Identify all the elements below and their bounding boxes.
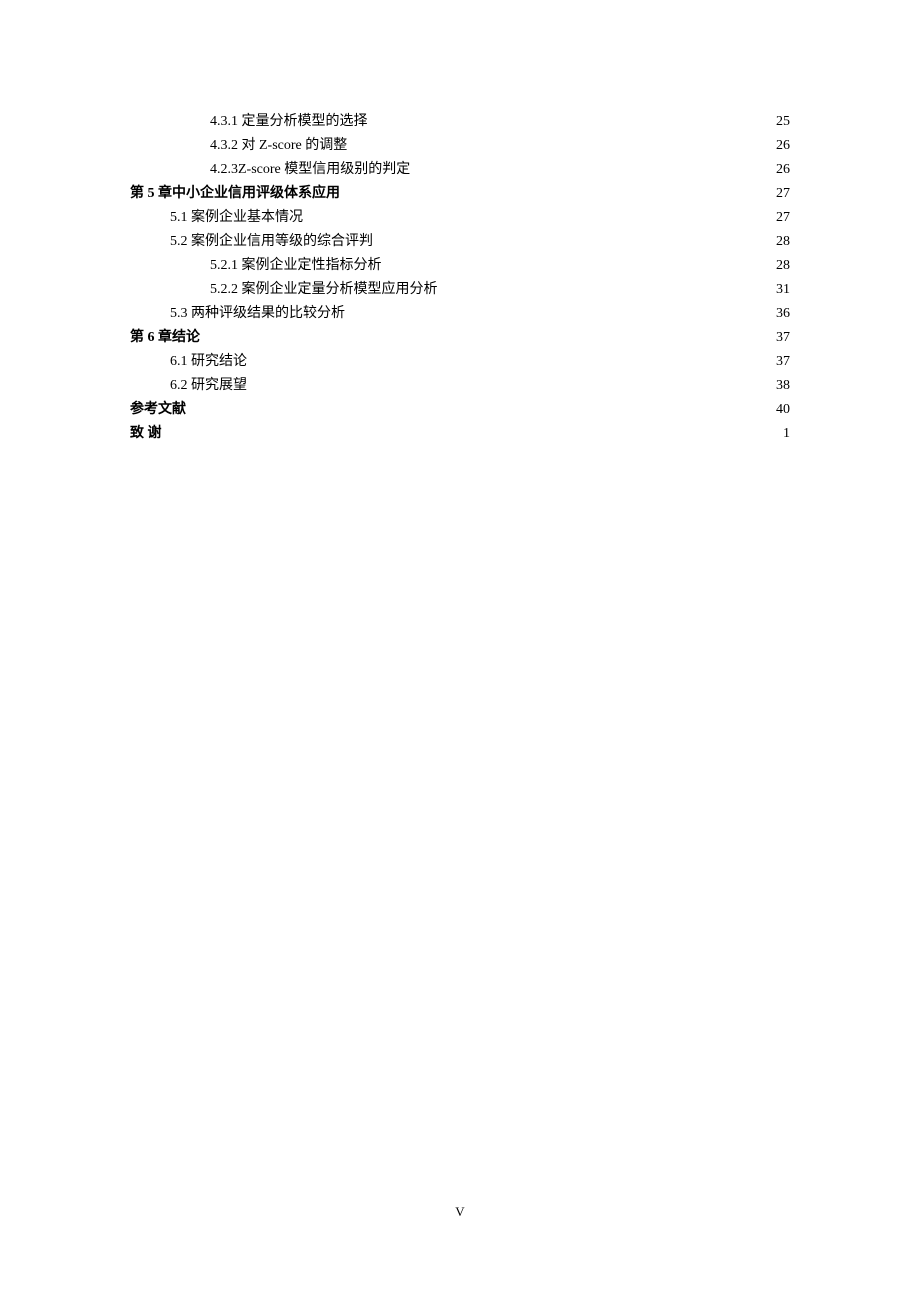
toc-label: 致 谢 [130, 422, 162, 446]
toc-page: 38 [776, 374, 790, 398]
toc-entry-chapter: 第 6 章结论 37 [130, 326, 790, 350]
toc-page: 27 [776, 182, 790, 206]
toc-entry: 5.2.1 案例企业定性指标分析 28 [130, 254, 790, 278]
toc-page: 1 [783, 422, 790, 446]
page-number: V [455, 1204, 464, 1219]
toc-entry: 6.2 研究展望 38 [130, 374, 790, 398]
toc-page: 37 [776, 350, 790, 374]
toc-entry: 6.1 研究结论 37 [130, 350, 790, 374]
toc-entry: 5.3 两种评级结果的比较分析 36 [130, 302, 790, 326]
toc-label: 参考文献 [130, 398, 186, 422]
toc-page: 26 [776, 158, 790, 182]
toc-label: 第 5 章中小企业信用评级体系应用 [130, 182, 340, 206]
toc-label: 6.2 研究展望 [170, 374, 247, 398]
toc-label: 6.1 研究结论 [170, 350, 247, 374]
toc-label: 5.3 两种评级结果的比较分析 [170, 302, 345, 326]
toc-entry: 4.2.3Z-score 模型信用级别的判定 26 [130, 158, 790, 182]
toc-label: 第 6 章结论 [130, 326, 200, 350]
toc-label: 4.2.3Z-score 模型信用级别的判定 [210, 158, 410, 182]
page-footer: V [0, 1204, 920, 1220]
toc-page: 37 [776, 326, 790, 350]
toc-page: 31 [776, 278, 790, 302]
toc-entry: 4.3.1 定量分析模型的选择 25 [130, 110, 790, 134]
toc-entry-chapter: 致 谢 1 [130, 422, 790, 446]
toc-page: 28 [776, 254, 790, 278]
toc-page: 40 [776, 398, 790, 422]
toc-label: 4.3.1 定量分析模型的选择 [210, 110, 368, 134]
toc-entry-chapter: 参考文献 40 [130, 398, 790, 422]
toc-label: 5.2.1 案例企业定性指标分析 [210, 254, 382, 278]
toc-page: 26 [776, 134, 790, 158]
toc-entry: 5.2.2 案例企业定量分析模型应用分析 31 [130, 278, 790, 302]
toc-page: 28 [776, 230, 790, 254]
toc-label: 5.2 案例企业信用等级的综合评判 [170, 230, 373, 254]
toc-entry: 5.2 案例企业信用等级的综合评判 28 [130, 230, 790, 254]
toc-page: 27 [776, 206, 790, 230]
toc-label: 4.3.2 对 Z-score 的调整 [210, 134, 347, 158]
toc-entry-chapter: 第 5 章中小企业信用评级体系应用 27 [130, 182, 790, 206]
toc-entry: 4.3.2 对 Z-score 的调整 26 [130, 134, 790, 158]
toc-entry: 5.1 案例企业基本情况 27 [130, 206, 790, 230]
toc-page: 36 [776, 302, 790, 326]
toc-label: 5.2.2 案例企业定量分析模型应用分析 [210, 278, 438, 302]
toc-container: 4.3.1 定量分析模型的选择 25 4.3.2 对 Z-score 的调整 2… [0, 0, 920, 446]
toc-page: 25 [776, 110, 790, 134]
toc-label: 5.1 案例企业基本情况 [170, 206, 303, 230]
